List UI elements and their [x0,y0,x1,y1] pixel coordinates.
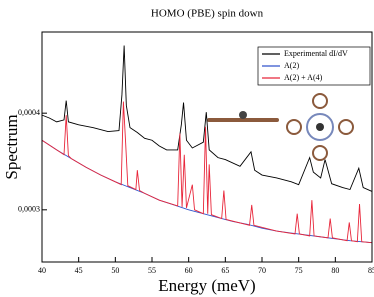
legend-label: A(2) [284,61,299,70]
x-tick-label: 65 [221,266,229,275]
series-line [41,45,373,192]
molecule-ring [312,93,328,109]
chart-title: HOMO (PBE) spin down [151,8,264,20]
y-tick-label: 0,0003 [18,205,40,214]
x-tick-label: 60 [185,266,193,275]
molecule-center [316,123,324,131]
legend-label: Experimental dI/dV [284,49,348,58]
x-tick-label: 45 [75,266,83,275]
y-tick-label: 0,0004 [18,108,40,117]
x-tick-label: 75 [295,266,303,275]
molecule-ring [338,119,354,135]
molecule-ring [286,119,302,135]
x-tick-label: 40 [38,266,46,275]
x-axis-label: Energy (meV) [158,276,255,295]
x-tick-label: 85 [368,266,374,275]
molecule-ring [312,145,328,161]
x-tick-label: 55 [148,266,156,275]
x-tick-label: 80 [331,266,339,275]
molecule-atom [239,111,247,119]
molecule-ring [306,113,334,141]
molecule-side [207,111,279,122]
series-line [41,101,373,244]
x-tick-label: 70 [258,266,266,275]
molecule-top [286,93,354,161]
legend: Experimental dI/dV A(2) A(2) + A(4) [257,46,371,86]
plot-frame [41,31,373,263]
x-tick-label: 50 [111,266,119,275]
y-axis-label: Spectrum [2,114,21,179]
legend-label: A(2) + A(4) [284,73,323,82]
molecule-body [207,118,279,122]
